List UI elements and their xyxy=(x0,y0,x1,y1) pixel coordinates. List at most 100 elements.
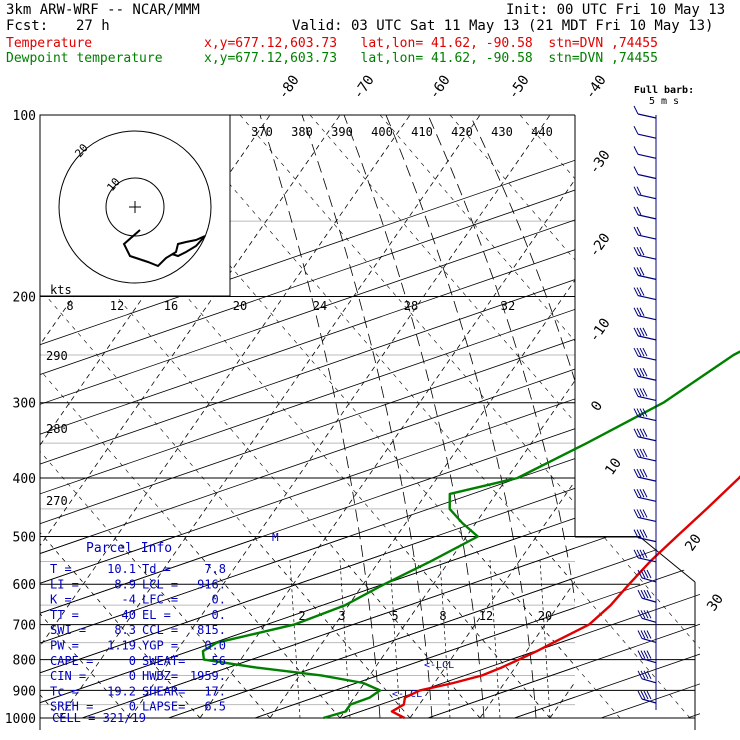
dry-adiabat xyxy=(449,115,575,261)
wind-barb-flag xyxy=(646,589,652,599)
mixing-ratio-label-3: 3 xyxy=(338,609,345,623)
wind-barb-flag xyxy=(636,448,642,458)
pressure-label-100: 100 xyxy=(13,109,36,124)
wind-barb-flag xyxy=(633,226,639,236)
parcel-value: 8.3 xyxy=(114,623,136,637)
moist-adiabat xyxy=(259,115,381,719)
wind-barb-flag xyxy=(636,509,642,518)
parcel-label: LCL = xyxy=(142,577,178,591)
theta-label-400: 400 xyxy=(371,125,393,139)
parcel-value: 40 xyxy=(122,608,136,622)
wind-barb-flag xyxy=(639,267,645,276)
isotherm-label--50: -50 xyxy=(505,72,533,102)
wind-barb-flag xyxy=(643,569,649,579)
parcel-value: 0. xyxy=(212,608,226,622)
wind-barb-flag xyxy=(633,448,639,458)
isotherm xyxy=(514,696,575,719)
parcel-label: SREH = xyxy=(50,700,93,714)
wind-barb-flag xyxy=(633,267,639,276)
wind-barb-flag xyxy=(639,428,645,437)
wind-barb-flag xyxy=(642,549,648,559)
wind-key-units: 5 m s xyxy=(649,96,679,107)
parcel-value: 7.8 xyxy=(204,562,226,576)
parcel-label: CCL = xyxy=(142,623,178,637)
parcel-info-panel: Parcel Info T = 10.1 Td = 7.8 LI = 8.9 LCL = 91… xyxy=(50,541,226,725)
dry-adiabat xyxy=(730,115,740,718)
wind-barb-flag xyxy=(633,428,639,437)
wind-barb-flag xyxy=(639,529,645,538)
isotherm-label--60: -60 xyxy=(426,72,454,102)
isotherm xyxy=(40,338,575,525)
wind-barb-flag xyxy=(639,549,645,559)
pressure-label-800: 800 xyxy=(13,654,36,669)
theta-label-390: 390 xyxy=(331,125,353,139)
wind-barb xyxy=(637,274,657,280)
moist-adiabat xyxy=(427,115,575,604)
wind-barb-flag xyxy=(642,368,648,377)
dry-adiabat xyxy=(40,369,341,719)
right-extension xyxy=(639,536,696,583)
dry-adiabat xyxy=(590,115,740,718)
wind-barb xyxy=(641,637,657,644)
wind-barb-flag xyxy=(637,670,643,680)
wind-barb-flag xyxy=(636,529,642,538)
dry-adiabat xyxy=(690,115,740,718)
isotherm xyxy=(40,279,575,465)
wind-barb-flag xyxy=(639,489,645,498)
pressure-label-700: 700 xyxy=(13,619,36,634)
wind-barb-flag xyxy=(642,529,648,538)
wind-barb-flag xyxy=(633,529,639,538)
wind-barb xyxy=(641,678,657,684)
isotherm xyxy=(40,189,575,375)
dry-adiabat xyxy=(660,115,740,718)
wind-barb-flag xyxy=(633,166,639,175)
dry-adiabat xyxy=(339,379,575,719)
pressure-label-400: 400 xyxy=(13,472,36,487)
isotherm-label--30: -30 xyxy=(586,147,614,177)
wind-barb xyxy=(637,496,657,502)
wind-barb-flag xyxy=(642,448,648,458)
isotherm xyxy=(254,537,700,719)
wind-barb xyxy=(637,476,657,482)
mixing-ratio-line xyxy=(539,559,551,719)
wind-barb xyxy=(637,294,657,301)
wind-barb-flag xyxy=(636,226,642,236)
dewpoint-location: x,y=677.12,603.73 lat,lon= 41.62, -90.58… xyxy=(204,51,658,66)
forecast-hour: 27 h xyxy=(76,18,110,34)
wind-barb-flag xyxy=(636,186,642,195)
wind-barb xyxy=(637,375,657,381)
isotherm-label--70: -70 xyxy=(350,72,378,102)
wind-barb xyxy=(637,516,657,523)
mixing-ratio-label-20: 20 xyxy=(538,609,552,623)
parcel-label: TT = xyxy=(50,608,79,622)
wind-barb-flag xyxy=(633,206,639,216)
wind-barb-flag xyxy=(633,246,639,256)
wind-barb xyxy=(637,113,657,119)
wind-barb xyxy=(637,315,657,321)
wind-barb xyxy=(641,617,657,623)
theta-label-410: 410 xyxy=(411,125,433,139)
isotherm xyxy=(40,398,575,584)
wind-barb-flag xyxy=(639,327,645,337)
wind-barb-flag xyxy=(643,690,649,700)
hodo-speed-12: 12 xyxy=(110,299,124,313)
parcel-label: Tc = xyxy=(50,684,79,698)
wind-barb-flag xyxy=(646,650,652,659)
parcel-label: CIN = xyxy=(50,669,86,683)
wind-barb-flag xyxy=(640,630,646,639)
dry-adiabat xyxy=(40,126,551,719)
parcel-label: LFC = xyxy=(142,593,178,607)
theta-label-420: 420 xyxy=(451,125,473,139)
wind-barb-flag xyxy=(643,670,649,680)
parcel-label: SWI = xyxy=(50,623,86,637)
wind-barb-flag xyxy=(646,569,652,579)
parcel-label: HWBZ= xyxy=(142,669,178,683)
dry-adiabat xyxy=(659,537,700,719)
dry-adiabat xyxy=(40,115,341,547)
isotherm xyxy=(40,537,700,719)
parcel-value: 6.5 xyxy=(204,700,226,714)
hodograph-trace xyxy=(122,229,206,268)
wind-barb-flag xyxy=(639,368,645,377)
wind-barb-flag xyxy=(646,630,652,639)
